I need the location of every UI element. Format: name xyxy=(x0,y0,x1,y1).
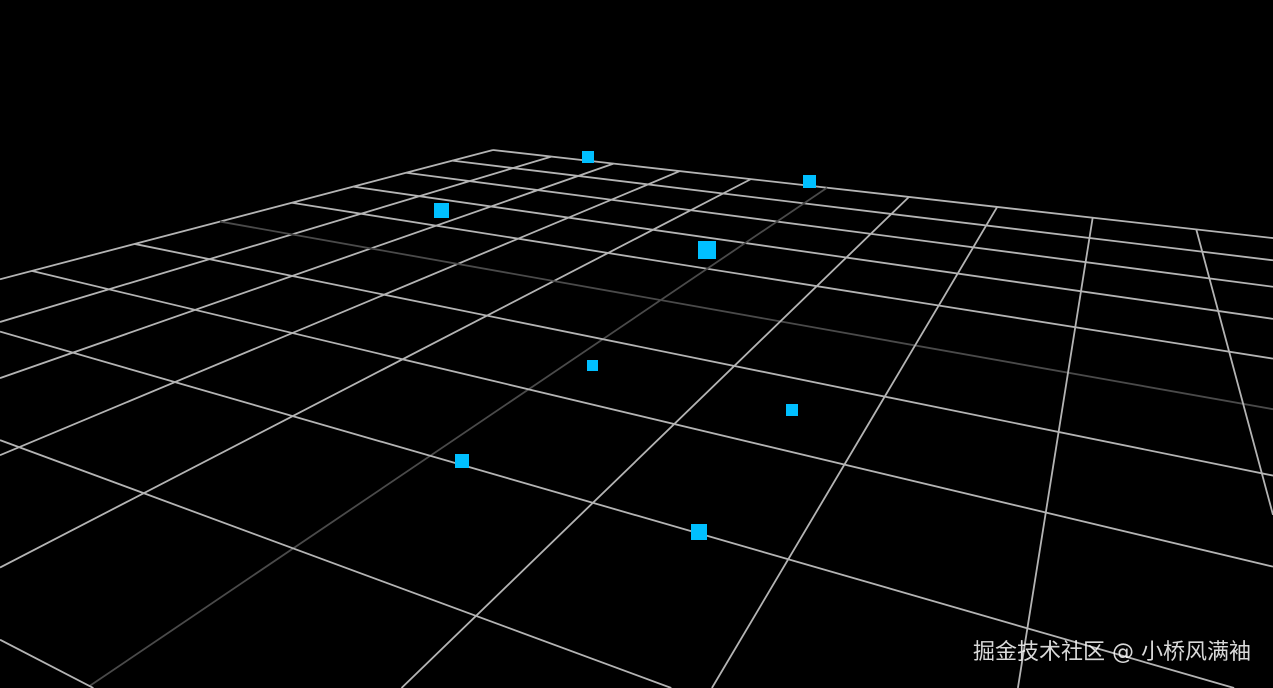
grid-line-horizontal xyxy=(406,171,1273,288)
point-marker xyxy=(582,151,594,163)
point-marker xyxy=(434,203,449,218)
grid-line-vertical xyxy=(1017,217,1094,688)
grid-line-horizontal xyxy=(492,149,1273,239)
grid-line-horizontal xyxy=(0,638,94,688)
grid-line-vertical xyxy=(0,178,752,569)
grid-line-horizontal xyxy=(353,185,1273,320)
grid-line-vertical xyxy=(0,170,681,457)
grid-line-horizontal xyxy=(0,330,1235,688)
point-marker xyxy=(698,241,716,259)
grid-line-vertical xyxy=(0,149,494,281)
grid-line-vertical xyxy=(89,186,828,687)
point-marker xyxy=(587,360,598,371)
grid-line-vertical xyxy=(0,155,552,323)
grid-line-horizontal xyxy=(0,439,672,688)
grid-line-vertical xyxy=(0,162,614,379)
grid-line-horizontal xyxy=(291,201,1273,360)
grid-line-horizontal xyxy=(452,159,1273,262)
grid-line-horizontal xyxy=(31,270,1273,568)
watermark: 掘金技术社区 @ 小桥风满袖 xyxy=(973,640,1251,665)
grid-line-horizontal xyxy=(219,220,1273,411)
point-marker xyxy=(786,404,798,416)
point-marker xyxy=(803,175,816,188)
point-marker xyxy=(455,454,469,468)
grid-line-vertical xyxy=(711,206,998,688)
grid-line-horizontal xyxy=(134,243,1273,477)
point-marker xyxy=(691,524,707,540)
grid-line-vertical xyxy=(1195,229,1273,516)
grid-line-vertical xyxy=(400,196,910,688)
